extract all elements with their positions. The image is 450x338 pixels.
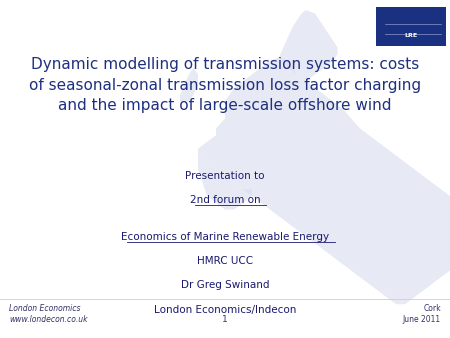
Polygon shape	[279, 10, 338, 81]
FancyBboxPatch shape	[376, 7, 446, 46]
Text: London Economics/Indecon: London Economics/Indecon	[154, 305, 296, 315]
Text: 2nd forum on: 2nd forum on	[190, 195, 260, 205]
Text: Dr Greg Swinand: Dr Greg Swinand	[181, 280, 269, 290]
Polygon shape	[180, 68, 198, 101]
Text: HMRC UCC: HMRC UCC	[197, 256, 253, 266]
Text: Presentation to: Presentation to	[185, 171, 265, 181]
Text: Cork
June 2011: Cork June 2011	[403, 305, 441, 324]
Text: London Economics
www.londecon.co.uk: London Economics www.londecon.co.uk	[9, 305, 87, 324]
Polygon shape	[198, 155, 252, 210]
Text: LRE: LRE	[404, 33, 417, 39]
Polygon shape	[198, 57, 450, 304]
Text: 1: 1	[222, 315, 228, 324]
Text: Dynamic modelling of transmission systems: costs
of seasonal-zonal transmission : Dynamic modelling of transmission system…	[29, 57, 421, 113]
Text: Economics of Marine Renewable Energy: Economics of Marine Renewable Energy	[121, 232, 329, 242]
